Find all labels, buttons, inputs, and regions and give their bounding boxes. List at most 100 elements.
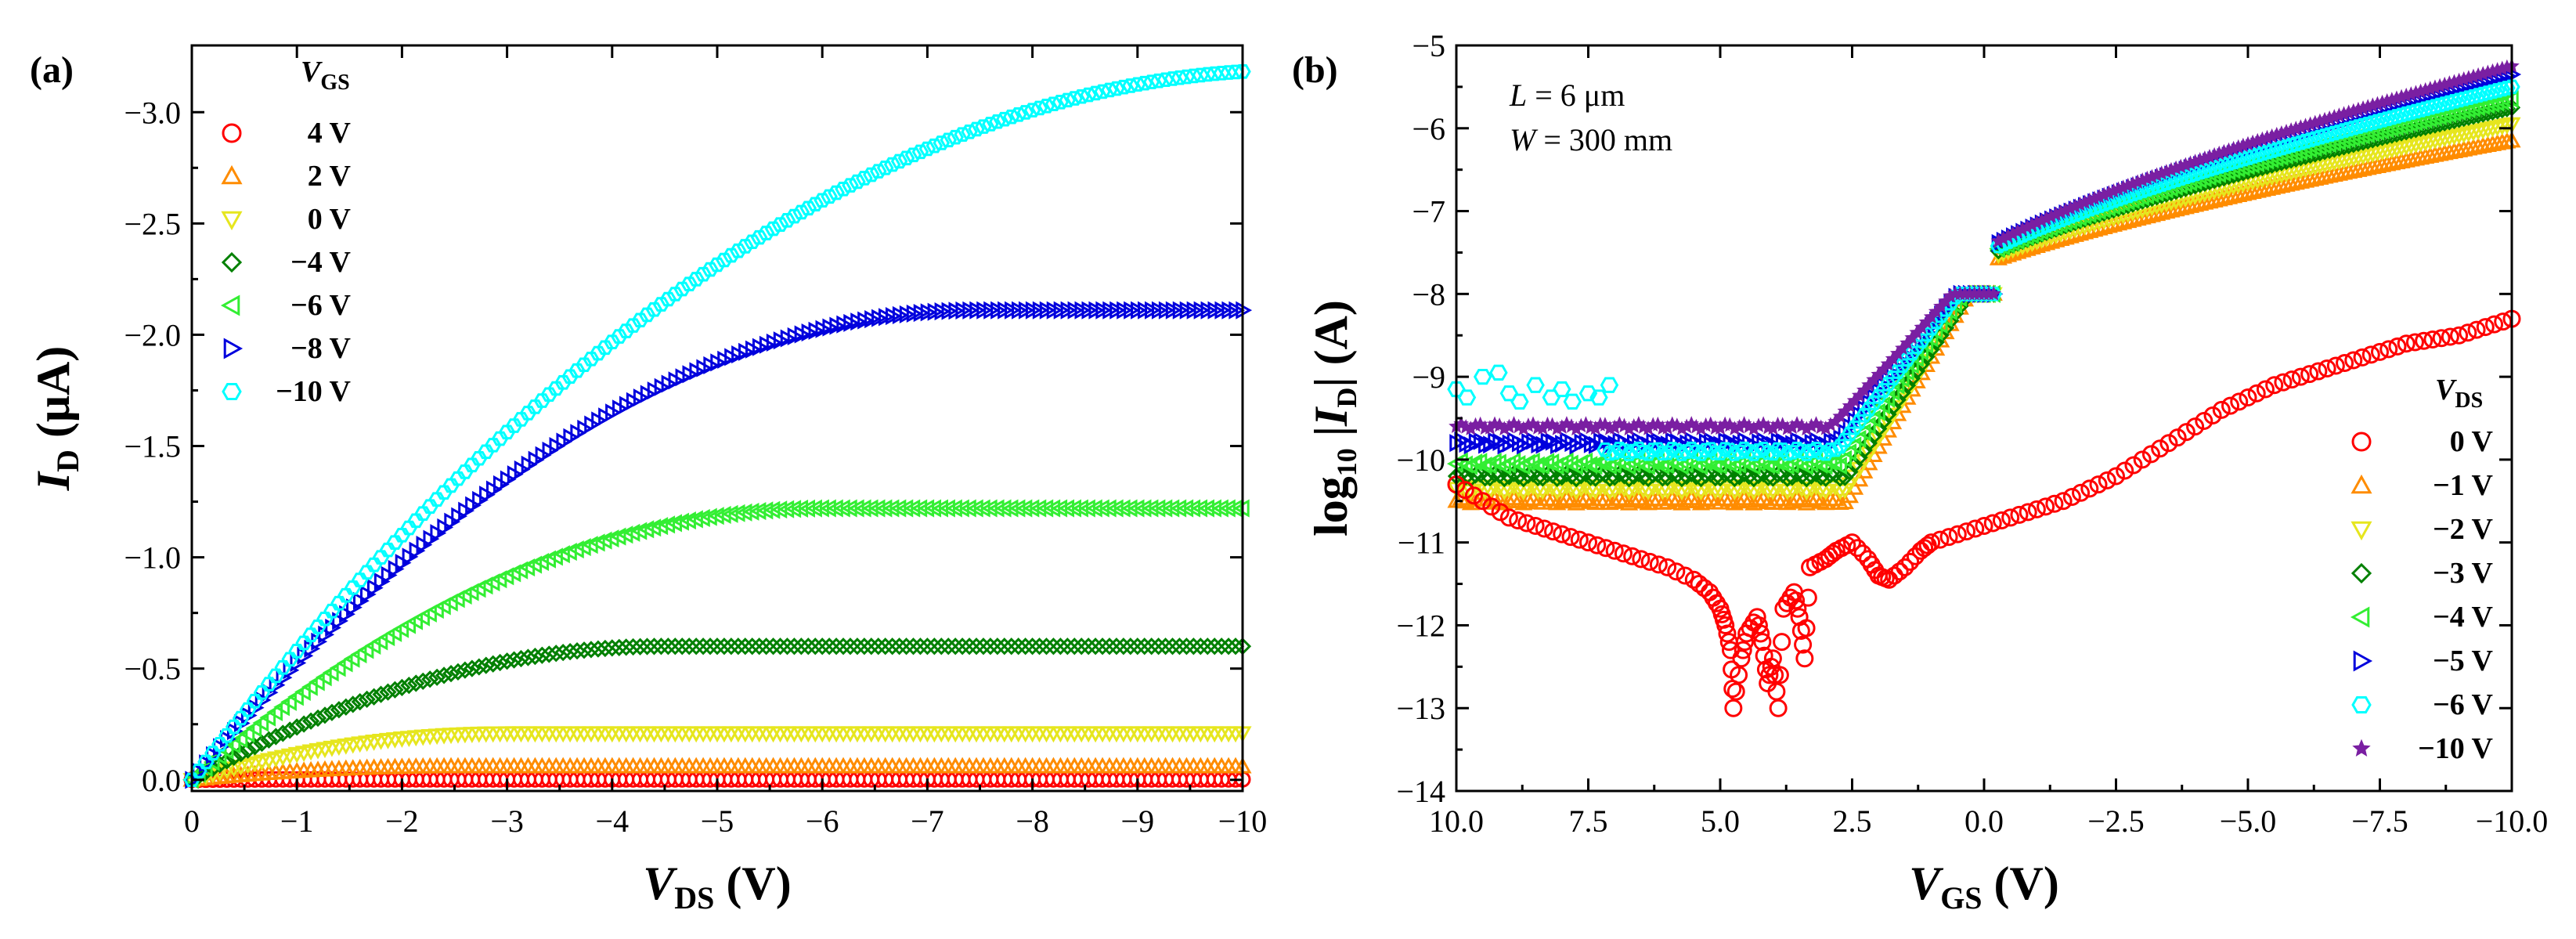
data-point [729, 637, 747, 655]
data-point [1590, 453, 1607, 471]
legend-label: −6 V [2433, 688, 2493, 721]
data-point [2318, 359, 2336, 378]
data-point [365, 688, 383, 706]
y-tick-label: −3.0 [124, 95, 181, 130]
data-point [1856, 407, 1873, 423]
legend-marker [2350, 606, 2370, 628]
legend-marker [221, 251, 243, 273]
data-point [2353, 348, 2372, 367]
legend-title: VDS [2435, 374, 2483, 413]
data-point [694, 508, 710, 528]
data-point [1003, 109, 1020, 125]
data-point [827, 637, 846, 655]
legend-label: 4 V [308, 117, 352, 150]
data-point [904, 147, 922, 163]
data-point [722, 637, 741, 655]
data-point [484, 438, 502, 453]
data-point [2010, 505, 2029, 524]
annotation-length: L = 6 μm [1509, 78, 1625, 113]
data-point [575, 357, 593, 373]
data-point [1676, 566, 1694, 585]
data-point [589, 640, 608, 658]
data-point [414, 672, 432, 690]
data-point [1185, 637, 1203, 655]
data-point [1135, 637, 1153, 655]
data-point [673, 281, 691, 297]
data-point [1853, 544, 1872, 563]
data-point [2019, 503, 2037, 522]
data-point [477, 656, 495, 674]
data-point [1983, 514, 2002, 533]
data-point [246, 738, 264, 756]
data-point [975, 119, 992, 134]
data-point [785, 637, 803, 655]
data-point [876, 161, 894, 175]
data-point [1579, 533, 1597, 552]
data-point [2159, 434, 2178, 453]
data-point [2133, 450, 2152, 469]
data-point [1889, 400, 1907, 417]
panel-label-b: (b) [1292, 49, 1338, 91]
legend-marker [2351, 521, 2372, 541]
data-point [2300, 365, 2319, 384]
x-tick-label: −7.5 [2351, 804, 2408, 839]
data-point [771, 217, 789, 232]
data-point [183, 772, 200, 788]
data-point [1499, 492, 1518, 508]
data-point [449, 471, 467, 486]
data-point [1716, 616, 1735, 634]
data-point [883, 637, 901, 655]
data-point [1485, 452, 1502, 471]
data-point [1142, 637, 1160, 655]
data-point [1986, 286, 2002, 301]
data-point [778, 637, 796, 655]
data-point [568, 642, 586, 660]
data-point [2027, 500, 2046, 518]
data-point [645, 302, 663, 317]
data-point [1073, 637, 1091, 655]
data-point [750, 229, 768, 245]
data-point [2124, 456, 2143, 475]
y-tick-label: −13 [1396, 691, 1445, 726]
data-point [2467, 320, 2486, 339]
data-point [224, 735, 241, 754]
data-point [1678, 444, 1695, 459]
data-point [666, 287, 684, 302]
data-point [799, 637, 817, 655]
data-point [2062, 487, 2081, 506]
data-point [918, 141, 936, 157]
data-point [2080, 479, 2099, 498]
data-point [1023, 637, 1041, 655]
data-point [337, 587, 355, 603]
data-point [1726, 682, 1745, 701]
data-point [1760, 666, 1779, 684]
data-point [1732, 649, 1751, 668]
data-point [623, 523, 640, 542]
data-point [2230, 392, 2249, 411]
data-point [316, 611, 334, 627]
data-point [2415, 331, 2433, 350]
data-point [1907, 349, 1924, 368]
data-point [1770, 666, 1789, 684]
data-point [533, 393, 551, 408]
data-point [1563, 393, 1582, 410]
data-point [730, 243, 747, 258]
data-point [1843, 533, 1861, 552]
data-point [211, 737, 229, 752]
data-point [974, 637, 993, 655]
data-point [1059, 637, 1077, 655]
data-point [645, 637, 663, 655]
data-point [358, 690, 376, 708]
legend-label: −8 V [290, 332, 351, 365]
data-point [232, 710, 250, 726]
data-point [456, 661, 474, 679]
data-point [225, 719, 243, 735]
data-point [1749, 490, 1768, 507]
data-point [1488, 432, 1505, 450]
data-point [1561, 528, 1580, 547]
data-point [1625, 491, 1643, 508]
data-point [863, 167, 880, 182]
data-point [554, 375, 572, 390]
data-point [870, 164, 887, 179]
data-point [372, 685, 390, 703]
